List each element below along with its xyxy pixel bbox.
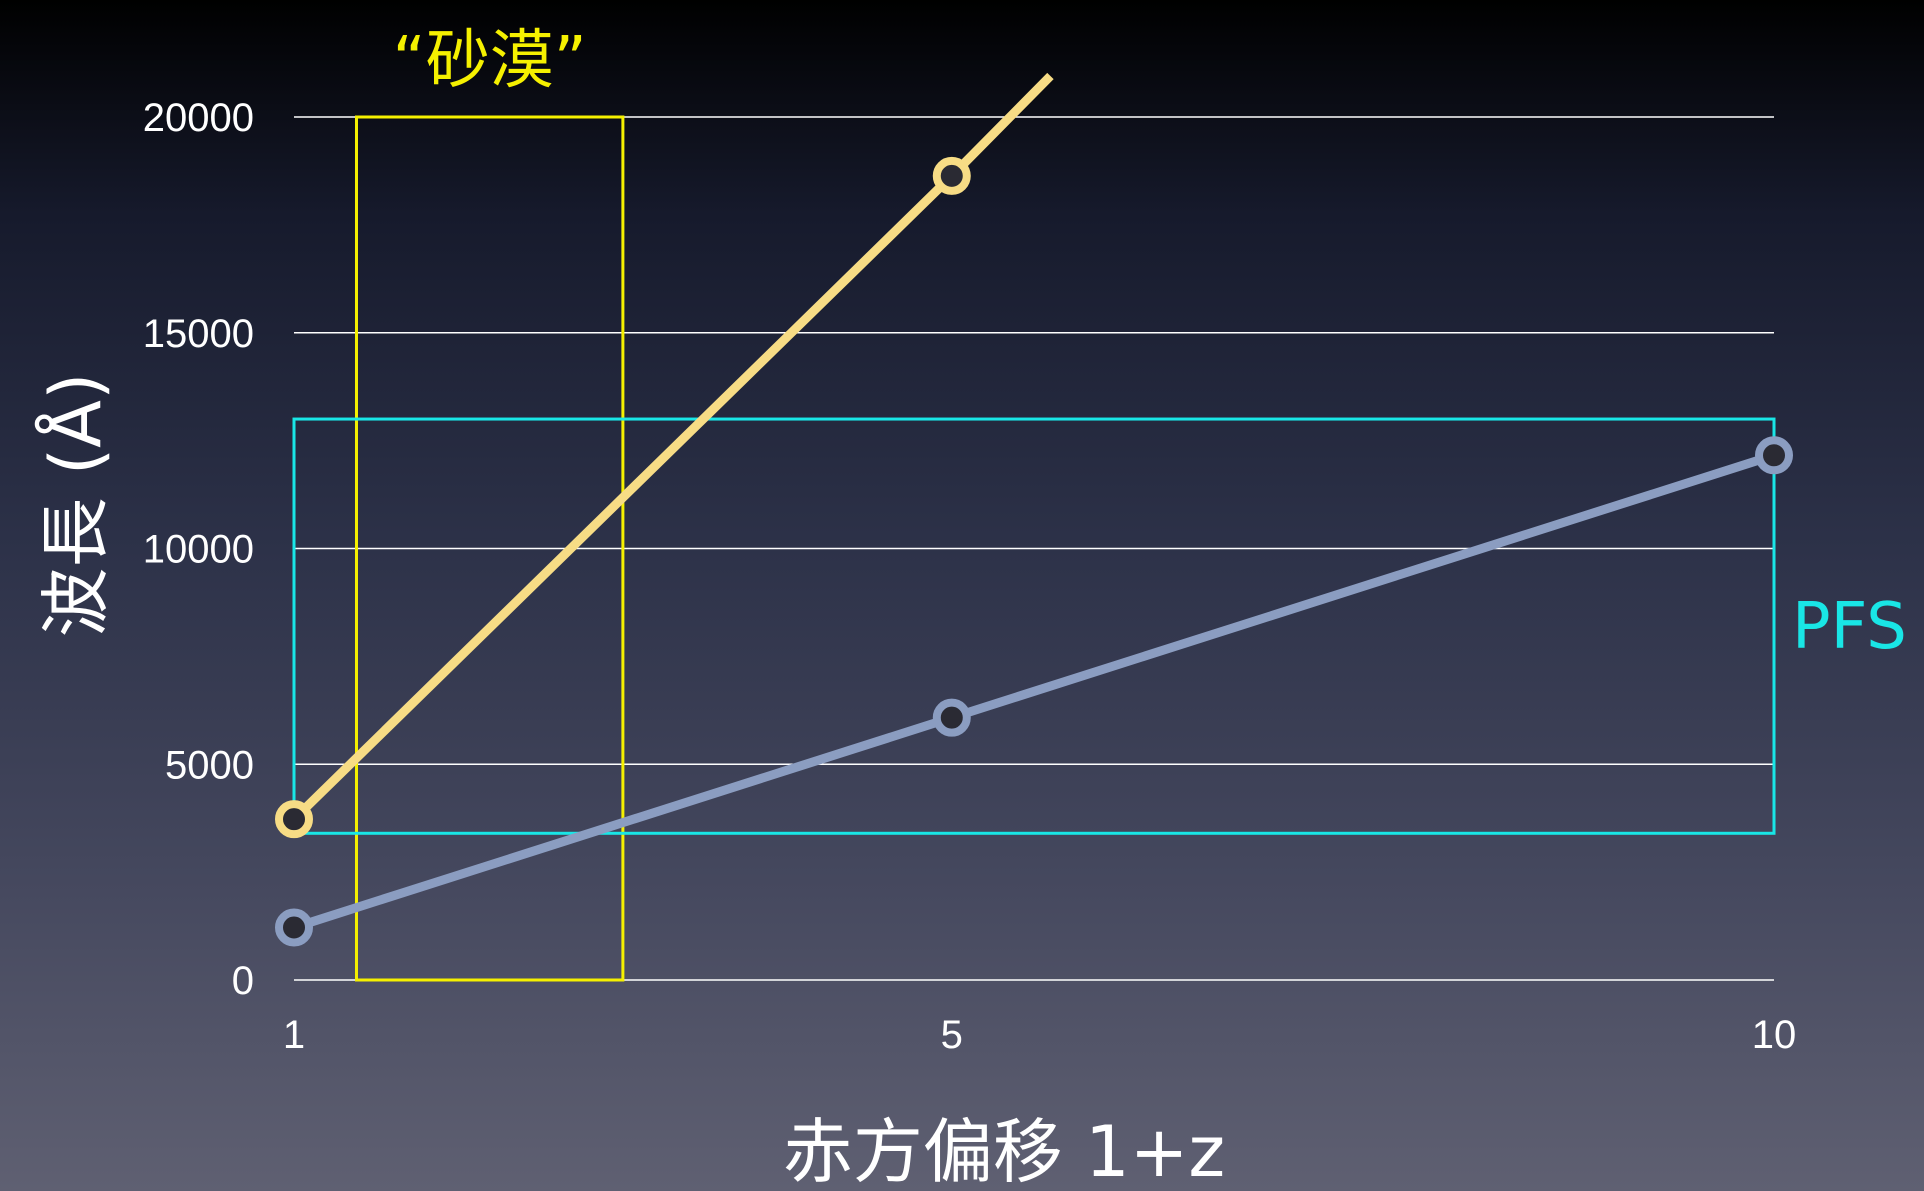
x-tick-label: 10 — [1752, 1013, 1797, 1057]
regions: “砂漠” PFS — [292, 24, 1907, 982]
data-point — [275, 800, 313, 839]
y-tick-label: 5000 — [165, 743, 254, 787]
y-tick-label: 0 — [232, 959, 254, 1003]
data-point — [932, 156, 971, 195]
y-tick-label: 15000 — [143, 312, 254, 356]
region-box — [354, 115, 625, 982]
data-point — [275, 908, 313, 947]
gridlines — [294, 116, 1774, 981]
y-axis-title: 波長 (Å) — [35, 373, 117, 638]
series-lines — [275, 72, 1793, 947]
y-tick-label: 20000 — [143, 96, 254, 140]
x-tick-label: 1 — [283, 1013, 305, 1057]
x-axis-title: 赤方偏移 1+z — [783, 1111, 1225, 1191]
region-label: PFS — [1792, 590, 1907, 664]
x-tick-label: 5 — [941, 1013, 963, 1057]
region-box — [292, 417, 1776, 835]
region-label: “砂漠” — [393, 24, 587, 98]
tick-labels: 0 5000 10000 15000 20000 1 5 10 — [143, 96, 1796, 1057]
data-point — [1755, 436, 1793, 475]
y-tick-label: 10000 — [143, 528, 254, 572]
data-point — [932, 698, 971, 737]
series-line — [292, 451, 1776, 932]
